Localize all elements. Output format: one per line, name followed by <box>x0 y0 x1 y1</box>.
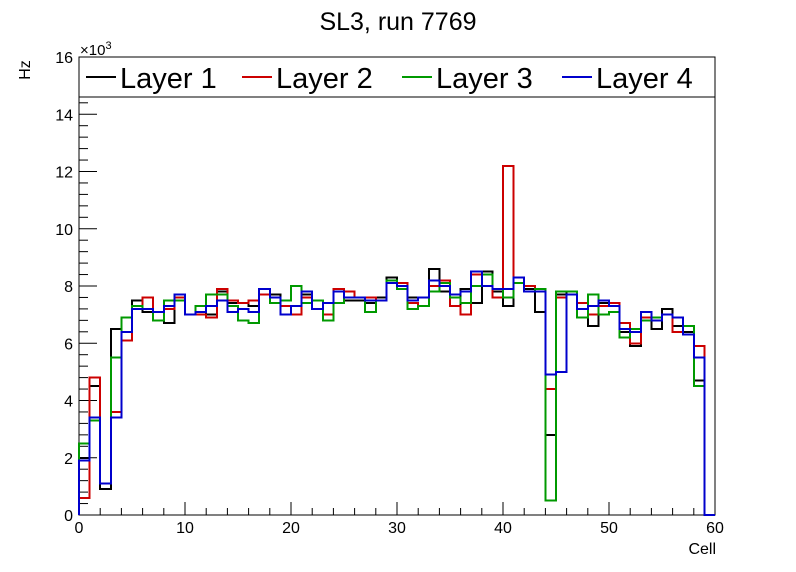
x-tick-label: 10 <box>176 520 194 537</box>
x-tick-label: 40 <box>494 520 512 537</box>
y-tick-label: 10 <box>55 222 73 239</box>
y-exponent-power: 3 <box>105 40 111 52</box>
legend-entry-1: Layer 1 <box>86 63 217 95</box>
y-tick-label: 12 <box>55 165 73 182</box>
chart-title: SL3, run 7769 <box>319 8 476 36</box>
y-exponent-base: ×10 <box>80 42 105 59</box>
x-tick-label: 60 <box>706 520 724 537</box>
legend: Layer 1 Layer 2 Layer 3 Layer 4 <box>78 56 716 98</box>
y-exponent-label: ×103 <box>80 40 112 59</box>
x-tick-label: 50 <box>600 520 618 537</box>
series-line-2 <box>78 164 715 516</box>
y-tick-label: 2 <box>64 451 73 468</box>
y-tick-label: 16 <box>55 50 73 67</box>
legend-box <box>78 56 716 98</box>
series-line-4 <box>78 270 715 516</box>
y-axis-label: Hz <box>17 60 34 80</box>
legend-entry-2: Layer 2 <box>242 63 373 95</box>
legend-label: Layer 4 <box>596 63 693 95</box>
legend-label: Layer 2 <box>276 63 373 95</box>
series-4 <box>78 270 715 516</box>
y-tick-label: 6 <box>64 336 73 353</box>
y-tick-label: 8 <box>64 279 73 296</box>
legend-label: Layer 3 <box>436 63 533 95</box>
series-2 <box>78 164 715 516</box>
axes: 0 10 20 30 40 50 60 0 2 4 6 8 10 12 14 16 <box>55 50 724 537</box>
series-group <box>78 164 715 516</box>
legend-entry-3: Layer 3 <box>402 63 533 95</box>
legend-entries: Layer 1 Layer 2 Layer 3 Layer 4 <box>86 63 693 95</box>
x-tick-label: 30 <box>388 520 406 537</box>
y-tick-label: 0 <box>64 508 73 525</box>
x-tick-label: 0 <box>75 520 84 537</box>
legend-entry-4: Layer 4 <box>562 63 693 95</box>
y-tick-label: 14 <box>55 107 73 124</box>
x-axis-label: Cell <box>688 541 716 558</box>
x-tick-label: 20 <box>282 520 300 537</box>
y-tick-label: 4 <box>64 394 73 411</box>
legend-label: Layer 1 <box>120 63 217 95</box>
